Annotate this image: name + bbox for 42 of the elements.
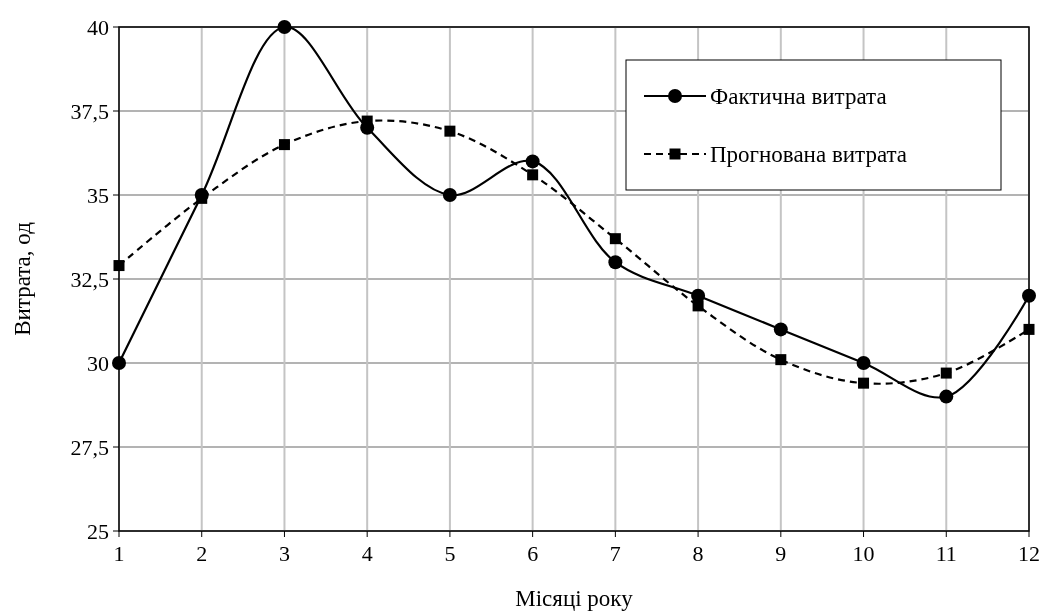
legend-label: Прогнована витрата xyxy=(710,142,908,168)
point xyxy=(609,233,621,245)
point xyxy=(1023,323,1035,335)
x-tick-label: 4 xyxy=(361,541,373,566)
point xyxy=(1022,288,1036,303)
point xyxy=(525,154,540,169)
y-axis-title: Витрата, од xyxy=(10,221,35,336)
legend-label: Фактична витрата xyxy=(710,84,887,110)
point xyxy=(278,139,290,151)
point xyxy=(277,20,292,34)
y-tick-label: 35 xyxy=(87,182,109,208)
y-tick-label: 27,5 xyxy=(70,434,109,460)
point xyxy=(939,389,954,404)
x-axis-title: Місяці року xyxy=(515,586,634,611)
x-tick-label: 11 xyxy=(935,541,957,566)
x-tick-label: 7 xyxy=(609,541,621,566)
point xyxy=(858,377,870,389)
x-tick-label: 3 xyxy=(278,541,290,566)
x-tick-label: 12 xyxy=(1018,541,1040,566)
point xyxy=(608,255,623,270)
point xyxy=(775,354,787,366)
point xyxy=(444,125,456,137)
point xyxy=(527,169,539,181)
x-tick-label: 8 xyxy=(692,541,704,566)
y-tick-label: 30 xyxy=(87,350,109,376)
y-tick-label: 40 xyxy=(87,14,109,40)
x-tick-label: 9 xyxy=(775,541,787,566)
x-tick-label: 2 xyxy=(196,541,208,566)
x-tick-label: 6 xyxy=(527,541,539,566)
point xyxy=(692,300,704,312)
point xyxy=(940,367,952,379)
y-tick-label: 37,5 xyxy=(70,98,109,124)
y-tick-label: 25 xyxy=(87,518,109,544)
x-tick-label: 5 xyxy=(444,541,456,566)
x-tick-label: 10 xyxy=(852,541,875,566)
point xyxy=(112,356,126,370)
point xyxy=(113,260,125,272)
x-tick-label: 1 xyxy=(113,541,125,566)
point xyxy=(856,356,871,370)
point xyxy=(442,188,457,202)
point xyxy=(773,322,788,337)
y-tick-label: 32,5 xyxy=(70,266,109,292)
